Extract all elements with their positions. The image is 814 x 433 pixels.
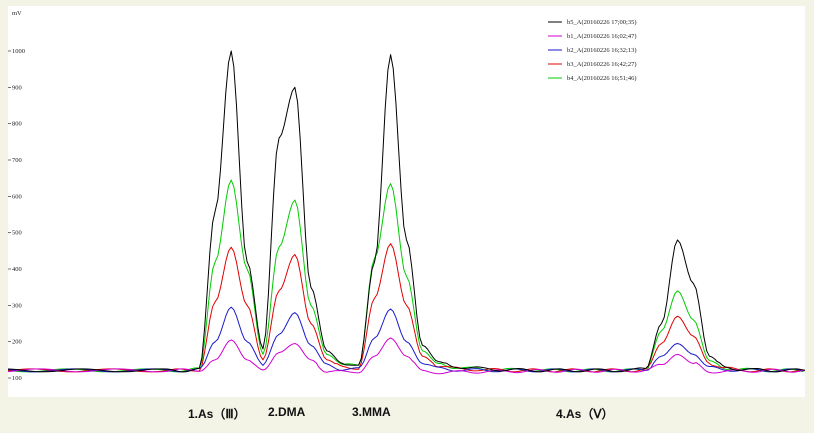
y-tick-label: 200 [12, 339, 22, 346]
y-tick-label: 700 [12, 157, 22, 164]
chromatogram-chart: 100 200 300 400 500 600 700 800 900 1000 b5_A(201… [8, 10, 805, 382]
peak-label-as3: 1.As（Ⅲ） [188, 407, 246, 421]
y-tick-label: 600 [12, 193, 22, 200]
series-line [8, 50, 805, 373]
y-tick-label: 300 [12, 302, 22, 309]
legend-entry: b2_A(20160226 16;32;13) [567, 47, 637, 54]
y-tick-label: 500 [12, 230, 22, 237]
series-lines [8, 50, 805, 375]
legend-entry: b4_A(20160226 16;51;46) [567, 75, 637, 82]
y-axis-unit-label: mV [12, 10, 22, 17]
legend: b5_A(20160226 17;00;35) b1_A(20160226 16;… [548, 19, 637, 82]
y-axis-ticks: 100 200 300 400 500 600 700 800 900 1000 [8, 48, 25, 382]
y-tick-label: 400 [12, 266, 22, 273]
peak-label-as5: 4.As（Ⅴ） [556, 407, 614, 421]
legend-entry: b3_A(20160226 16;42;27) [567, 61, 637, 68]
y-tick-label: 800 [12, 121, 22, 128]
series-line [8, 306, 805, 373]
y-tick-label: 900 [12, 84, 22, 91]
y-tick-label: 1000 [12, 48, 25, 55]
legend-entry: b5_A(20160226 17;00;35) [567, 19, 637, 26]
series-line [8, 179, 805, 373]
series-line [8, 243, 805, 373]
peak-label-mma: 3.MMA [352, 405, 391, 419]
legend-entry: b1_A(20160226 16;02;47) [567, 33, 637, 40]
chart-plot-panel: 100 200 300 400 500 600 700 800 900 1000 b5_A(201… [8, 6, 805, 397]
peak-label-dma: 2.DMA [268, 405, 306, 419]
y-tick-label: 100 [12, 375, 22, 382]
series-line [8, 337, 805, 375]
